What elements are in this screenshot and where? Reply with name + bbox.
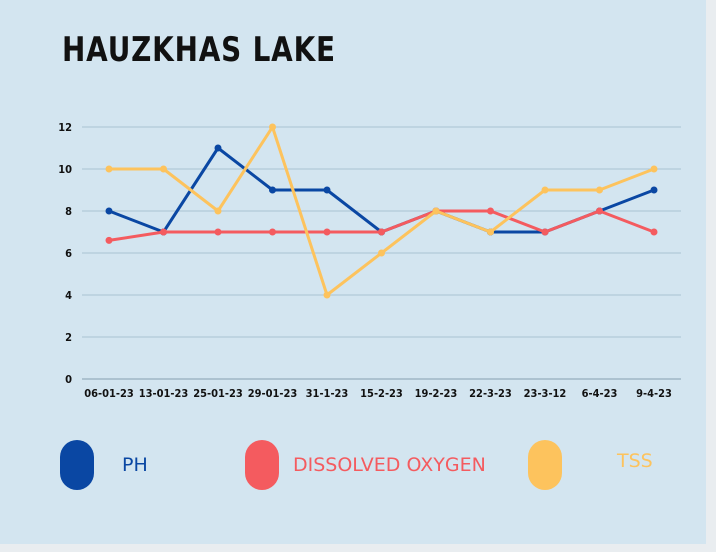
legend-item-ph: PH — [60, 440, 200, 490]
data-point — [596, 207, 603, 215]
x-tick-label: 13-01-23 — [139, 387, 189, 400]
data-point — [323, 186, 331, 194]
data-point — [160, 165, 167, 173]
data-point — [269, 228, 276, 236]
y-tick-label: 12 — [58, 121, 72, 134]
series-line — [107, 209, 656, 242]
data-point — [323, 228, 331, 236]
legend-label-tss: TSS — [617, 450, 653, 472]
data-point — [650, 165, 658, 173]
y-tick-label: 6 — [65, 247, 72, 260]
chart-title: HAUZKHAS LAKE — [62, 30, 336, 70]
x-tick-label: 15-2-23 — [360, 387, 403, 400]
legend-swatch-dissolved-oxygen — [245, 440, 279, 490]
data-point — [105, 236, 113, 244]
data-point — [214, 228, 222, 236]
data-point — [214, 144, 222, 152]
data-point — [650, 186, 658, 194]
y-tick-label: 4 — [65, 289, 72, 302]
legend-item-tss: TSS — [528, 440, 668, 490]
x-tick-label: 23-3-12 — [524, 387, 567, 400]
data-point — [323, 291, 331, 299]
legend-item-dissolved-oxygen: DISSOLVED OXYGEN — [245, 440, 525, 490]
y-tick-label: 2 — [65, 331, 72, 344]
legend-label-ph: PH — [122, 454, 148, 476]
x-tick-label: 9-4-23 — [636, 387, 672, 400]
data-point — [650, 228, 658, 236]
y-tick-label: 0 — [65, 373, 72, 386]
data-point — [487, 207, 494, 215]
data-point — [487, 228, 494, 236]
data-point — [541, 186, 549, 194]
data-point — [378, 228, 385, 236]
data-point — [596, 186, 603, 194]
y-tick-label: 10 — [58, 163, 72, 176]
x-tick-label: 6-4-23 — [582, 387, 618, 400]
chart-card: HAUZKHAS LAKE 0 2 4 6 8 10 12 06-01-23 13-01-23 2… — [0, 0, 706, 544]
x-tick-label: 22-3-23 — [469, 387, 512, 400]
data-point — [105, 207, 113, 215]
x-tick-label: 06-01-23 — [84, 387, 134, 400]
data-point — [432, 207, 440, 215]
x-tick-label: 19-2-23 — [415, 387, 458, 400]
data-point — [541, 228, 549, 236]
y-tick-label: 8 — [65, 205, 72, 218]
data-point — [214, 207, 222, 215]
data-point — [269, 186, 276, 194]
data-point — [160, 228, 167, 236]
legend-label-dissolved-oxygen: DISSOLVED OXYGEN — [293, 454, 486, 476]
x-tick-label: 31-1-23 — [306, 387, 349, 400]
data-point — [105, 165, 113, 173]
line-chart: 0 2 4 6 8 10 12 06-01-23 13-01-23 25-01-23 29-01-2… — [58, 121, 681, 400]
x-tick-label: 29-01-23 — [248, 387, 298, 400]
data-point — [269, 123, 276, 131]
legend-swatch-tss — [528, 440, 562, 490]
x-tick-label: 25-01-23 — [193, 387, 243, 400]
data-point — [378, 249, 385, 257]
legend-swatch-ph — [60, 440, 94, 490]
